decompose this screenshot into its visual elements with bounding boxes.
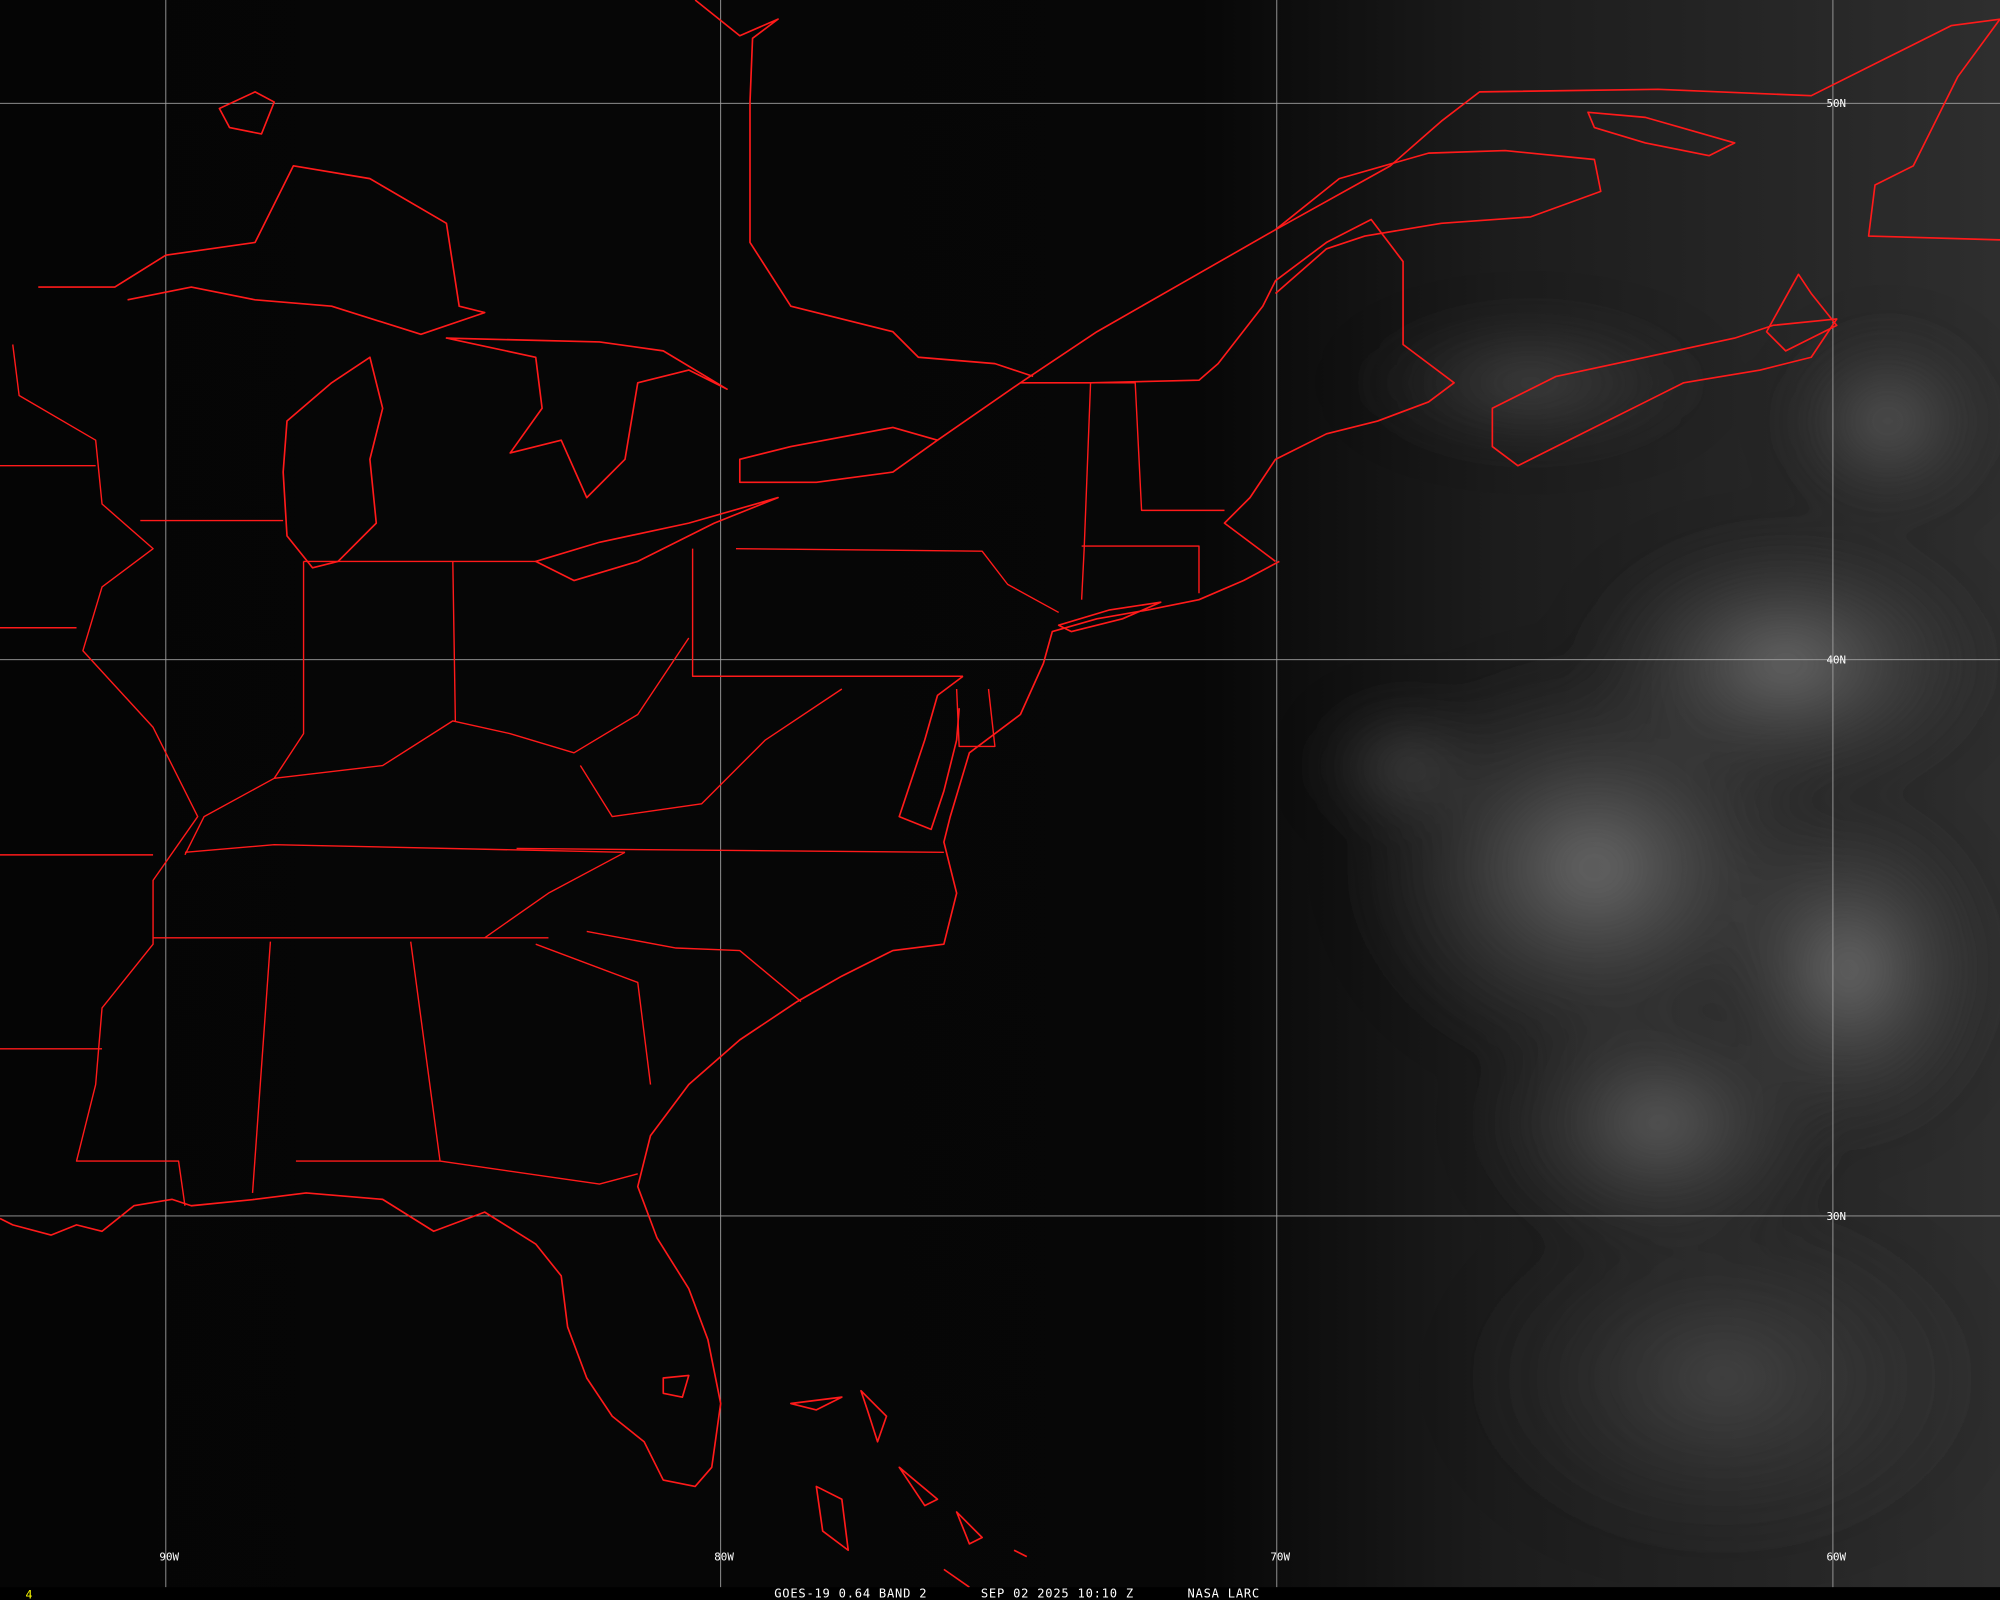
lat-label-50n: 50N xyxy=(1827,97,1847,110)
grid-labels: 90W 80W 70W 60W 50N 40N 30N xyxy=(159,97,1846,1563)
lake-superior xyxy=(38,165,486,336)
lake-huron xyxy=(445,337,728,499)
cloud-field xyxy=(1301,306,2000,1570)
caption-bar xyxy=(0,1587,2000,1600)
lon-label-90w: 90W xyxy=(159,1550,179,1563)
lon-label-80w: 80W xyxy=(714,1550,734,1563)
lon-label-60w: 60W xyxy=(1827,1550,1847,1563)
hudson-bay-coast xyxy=(694,0,1034,378)
nova-scotia xyxy=(1491,318,1838,467)
caption-satellite: GOES-19 0.64 BAND 2 xyxy=(774,1586,927,1600)
lake-erie xyxy=(534,496,779,582)
lake-michigan xyxy=(282,356,384,569)
cape-breton xyxy=(1765,273,1838,352)
lake-ontario xyxy=(738,426,939,484)
lat-label-30n: 30N xyxy=(1827,1210,1847,1223)
canada-north-shore xyxy=(1275,18,2000,231)
caption-source: NASA LARC xyxy=(1188,1586,1261,1600)
caption-time: SEP 02 2025 10:10 Z xyxy=(981,1586,1134,1600)
state-boundaries xyxy=(0,344,1225,1206)
bahamas-islands xyxy=(662,1374,1028,1588)
anticosti-island xyxy=(1587,111,1736,157)
chesapeake-bay xyxy=(898,675,964,831)
us-canada-border-maine xyxy=(1020,218,1455,563)
newfoundland xyxy=(1867,18,2000,241)
st-lawrence-river xyxy=(937,149,1602,441)
frame-number: 4 xyxy=(26,1588,33,1600)
us-atlantic-gulf-coastline xyxy=(0,560,1280,1488)
isle-royale xyxy=(218,91,276,135)
long-island xyxy=(1057,601,1162,633)
lon-label-70w: 70W xyxy=(1270,1550,1290,1563)
lat-label-40n: 40N xyxy=(1827,653,1847,666)
